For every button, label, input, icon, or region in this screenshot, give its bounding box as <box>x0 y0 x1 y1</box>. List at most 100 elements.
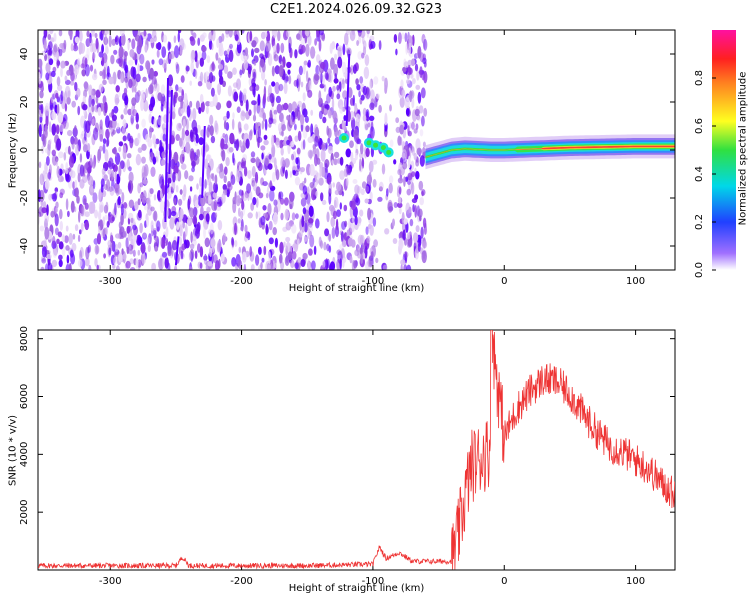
noise-blob <box>126 225 131 234</box>
noise-blob <box>352 157 357 165</box>
noise-blob <box>137 198 141 206</box>
noise-blob <box>150 96 156 108</box>
noise-blob <box>39 90 44 99</box>
noise-blob <box>179 208 184 220</box>
noise-blob <box>137 209 142 219</box>
noise-blob <box>349 30 356 42</box>
noise-blob <box>307 259 310 270</box>
noise-blob <box>336 84 340 91</box>
noise-blob <box>333 63 338 77</box>
noise-blob <box>407 155 411 169</box>
noise-blob <box>404 32 408 43</box>
noise-blob <box>97 106 102 116</box>
noise-blob <box>186 118 189 132</box>
noise-blob <box>104 149 109 162</box>
noise-blob <box>395 126 401 133</box>
noise-blob <box>152 156 157 165</box>
noise-blob <box>337 45 343 52</box>
noise-blob <box>128 232 132 242</box>
noise-blob <box>101 69 106 80</box>
noise-blob <box>411 97 415 109</box>
noise-blob <box>180 250 184 260</box>
noise-blob <box>126 153 132 159</box>
noise-blob <box>192 206 198 217</box>
noise-blob <box>314 38 317 46</box>
noise-blob <box>304 236 308 242</box>
noise-blob <box>310 184 316 195</box>
noise-blob <box>215 52 219 61</box>
noise-blob <box>146 236 150 246</box>
noise-blob <box>252 180 257 192</box>
y-tick-label: 4000 <box>19 442 30 467</box>
noise-blob <box>62 113 68 124</box>
noise-blob <box>89 64 94 72</box>
noise-blob <box>121 248 124 256</box>
noise-blob <box>58 254 63 261</box>
noise-blob <box>96 233 102 245</box>
noise-blob <box>257 211 261 218</box>
noise-blob <box>70 200 75 213</box>
noise-blob <box>249 30 253 42</box>
noise-blob <box>349 223 355 233</box>
noise-blob <box>336 181 342 192</box>
colorbar-tick-label: 0.2 <box>694 214 705 230</box>
noise-blob <box>209 65 212 74</box>
noise-blob <box>269 109 273 119</box>
noise-blob <box>242 194 248 201</box>
noise-blob <box>218 35 223 44</box>
noise-blob <box>86 30 90 38</box>
noise-blob <box>388 175 394 184</box>
noise-blob <box>190 30 194 36</box>
noise-blob <box>64 235 69 244</box>
y-tick-label: 6000 <box>19 384 30 409</box>
noise-blob <box>341 221 347 230</box>
noise-blob <box>255 254 260 266</box>
noise-blob <box>87 166 92 174</box>
noise-blob <box>278 65 284 77</box>
noise-blob <box>92 161 96 169</box>
x-tick-label: 0 <box>501 276 507 287</box>
noise-blob <box>224 166 228 175</box>
noise-blob <box>104 34 108 46</box>
noise-blob <box>134 201 139 211</box>
noise-blob <box>288 119 293 129</box>
noise-blob <box>120 114 124 120</box>
noise-blob <box>291 212 296 221</box>
x-tick-label: -100 <box>362 276 385 287</box>
noise-blob <box>345 177 349 187</box>
ridge-band <box>425 144 675 158</box>
noise-blob <box>84 81 89 92</box>
noise-blob <box>122 231 127 238</box>
noise-blob <box>60 163 64 171</box>
noise-blob <box>118 91 121 98</box>
noise-blob <box>149 188 154 195</box>
noise-blob <box>54 191 57 201</box>
noise-blob <box>68 232 73 245</box>
ridge-band <box>425 145 675 158</box>
noise-blob <box>190 150 195 163</box>
noise-blob <box>43 30 48 39</box>
noise-blob <box>89 42 94 53</box>
noise-blob <box>95 245 100 255</box>
noise-blob <box>153 210 158 222</box>
noise-blob <box>190 37 196 46</box>
noise-blob <box>249 129 253 137</box>
noise-blob <box>193 194 199 207</box>
noise-blob <box>199 93 204 104</box>
noise-blob <box>409 90 413 103</box>
noise-blob <box>153 70 159 77</box>
noise-blob <box>203 191 207 204</box>
noise-blob <box>268 153 272 160</box>
noise-blob <box>40 198 44 207</box>
noise-blob <box>307 89 313 99</box>
noise-blob <box>72 233 76 240</box>
noise-blob <box>149 152 154 163</box>
noise-blob <box>324 71 329 80</box>
noise-blob <box>40 266 45 270</box>
noise-blob <box>246 183 252 194</box>
noise-blob <box>234 34 239 41</box>
noise-blob <box>295 157 299 165</box>
noise-blob <box>280 157 286 169</box>
noise-blob <box>51 111 57 120</box>
noise-blob <box>198 137 204 146</box>
